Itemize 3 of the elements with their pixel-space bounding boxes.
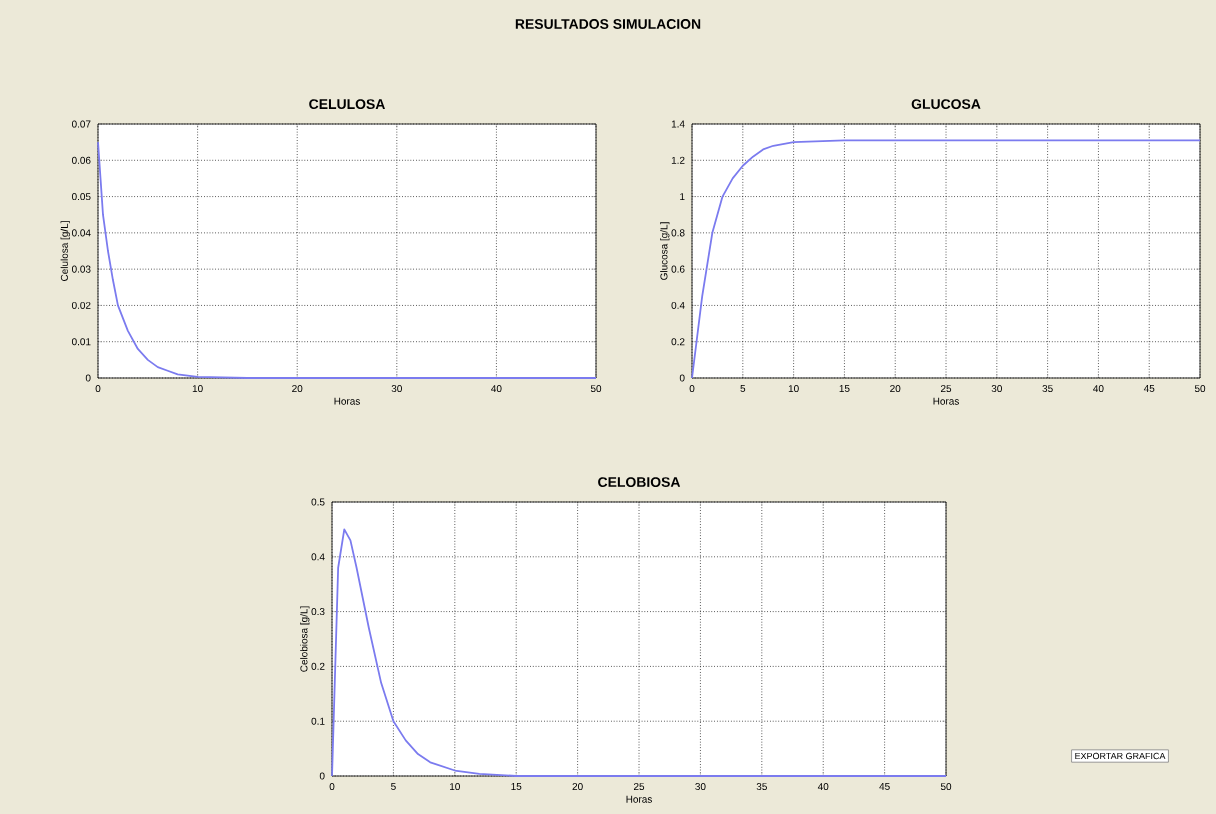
line-series (691, 139, 1201, 379)
line-series (97, 141, 597, 379)
line-series (331, 528, 947, 777)
